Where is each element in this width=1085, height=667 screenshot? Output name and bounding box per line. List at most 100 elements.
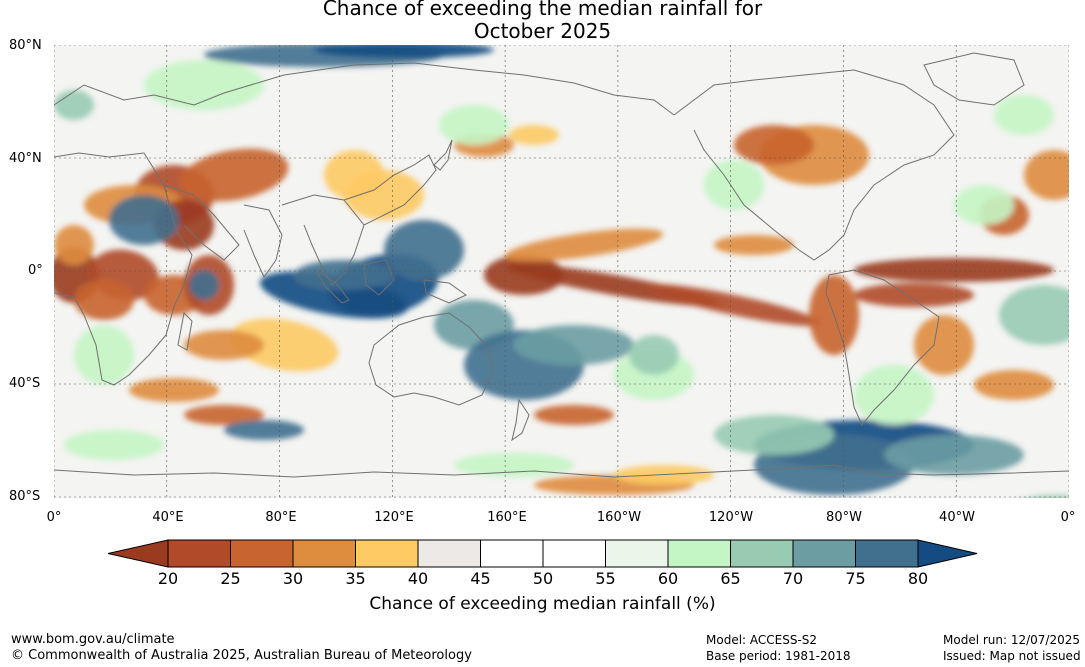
colorbar-cell [417, 539, 481, 568]
footer-url[interactable]: www.bom.gov.au/climate [11, 632, 175, 647]
probability-patch [294, 260, 394, 290]
probability-patch [109, 195, 179, 245]
map-title-line1: Chance of exceeding the median rainfall … [322, 0, 763, 20]
footer-model-run: Model run: 12/07/2025 [943, 633, 1081, 647]
colorbar-extend-low [107, 539, 169, 568]
coast-arabia [163, 184, 240, 261]
colorbar-cell [792, 539, 856, 568]
lat-label-40s: 40°S [9, 376, 41, 391]
probability-patch [514, 325, 634, 365]
probability-patch [854, 283, 974, 307]
probability-patch [954, 185, 1014, 225]
coast-australia [368, 312, 495, 406]
coast-newguinea [423, 279, 467, 304]
lon-label-160e: 160°E [487, 510, 527, 525]
colorbar-extend-high [917, 539, 978, 568]
probability-patch [54, 90, 94, 120]
probability-patch [189, 270, 219, 300]
coast-newzealand [511, 398, 530, 442]
colorbar [107, 539, 978, 568]
lat-label-40n: 40°N [9, 151, 42, 166]
coast-north-america [673, 69, 955, 261]
probability-patch [974, 370, 1054, 400]
colorbar-cell [355, 539, 419, 568]
graticule [54, 45, 1069, 498]
colorbar-cell [230, 539, 294, 568]
probability-patch [184, 330, 264, 360]
probability-patch [999, 285, 1069, 345]
probability-patch [229, 318, 339, 372]
colorbar-cell [167, 539, 231, 568]
colorbar-tick-label: 50 [532, 569, 554, 588]
footer-model: Model: ACCESS-S2 [706, 633, 818, 647]
lon-label-120e: 120°E [374, 510, 414, 525]
coast-sumatra [315, 269, 350, 304]
lon-label-120w: 120°W [708, 510, 754, 525]
coast-eurasia [54, 62, 675, 116]
probability-patch [704, 160, 764, 210]
probability-patch [439, 105, 509, 145]
map-canvas [54, 45, 1069, 498]
lon-label-0-right: 0° [1060, 510, 1076, 525]
coast-china [343, 154, 437, 226]
colorbar-tick-label: 40 [407, 569, 429, 588]
probability-patch [54, 225, 94, 265]
probability-patch [384, 220, 464, 280]
probability-patch [454, 453, 574, 477]
probability-fields [54, 45, 1069, 498]
probability-patch [314, 45, 494, 58]
probability-patch [994, 95, 1054, 135]
coast-borneo [363, 259, 395, 296]
colorbar-cell [667, 539, 731, 568]
coast-seasia [281, 194, 365, 286]
lon-label-40e: 40°E [152, 510, 184, 525]
lon-label-160w: 160°W [596, 510, 642, 525]
colorbar-cell [855, 539, 919, 568]
probability-patch [914, 315, 974, 375]
probability-patch [74, 325, 134, 385]
colorbar-tick-label: 70 [782, 569, 804, 588]
colorbar-tick-label: 30 [282, 569, 304, 588]
colorbar-label: Chance of exceeding median rainfall (%) [369, 594, 716, 614]
probability-patch [184, 405, 264, 425]
probability-patch [854, 258, 1054, 282]
probability-patch [629, 335, 679, 375]
rainfall-probability-map [54, 45, 1069, 498]
footer-copyright: © Commonwealth of Australia 2025, Austra… [11, 648, 472, 663]
probability-patch [884, 435, 1024, 475]
coastlines [54, 52, 1069, 478]
colorbar-tick-label: 20 [157, 569, 179, 588]
colorbar-tick-label: 80 [907, 569, 929, 588]
colorbar-tick-label: 60 [657, 569, 679, 588]
coast-greenland [923, 52, 1025, 106]
footer-base-period: Base period: 1981-2018 [706, 649, 851, 663]
lat-label-80n: 80°N [9, 38, 42, 53]
probability-patch [714, 235, 794, 255]
probability-patch [179, 148, 289, 202]
probability-patch [504, 228, 664, 262]
probability-patch [1027, 495, 1069, 498]
lon-label-80w: 80°W [826, 510, 862, 525]
probability-patch [509, 125, 559, 145]
probability-patch [1024, 150, 1069, 200]
colorbar-tick-label: 55 [595, 569, 616, 588]
colorbar-tick-label: 45 [470, 569, 491, 588]
probability-patch [64, 430, 164, 460]
colorbar-tick-label: 65 [720, 569, 741, 588]
lat-label-80s: 80°S [9, 489, 41, 504]
probability-patch [144, 60, 264, 110]
lon-label-80e: 80°E [265, 510, 297, 525]
lon-label-40w: 40°W [939, 510, 975, 525]
probability-patch [734, 125, 814, 165]
colorbar-cell [542, 539, 606, 568]
probability-patch [484, 255, 564, 295]
probability-patch [645, 283, 823, 327]
colorbar-cell [605, 539, 669, 568]
coast-south-america [825, 269, 940, 426]
colorbar-tick-label: 35 [345, 569, 366, 588]
coast-madagascar [177, 311, 193, 351]
lon-label-0-left: 0° [46, 510, 62, 525]
coast-africa [54, 152, 193, 386]
colorbar-tick-label: 25 [220, 569, 241, 588]
colorbar-cell [730, 539, 794, 568]
